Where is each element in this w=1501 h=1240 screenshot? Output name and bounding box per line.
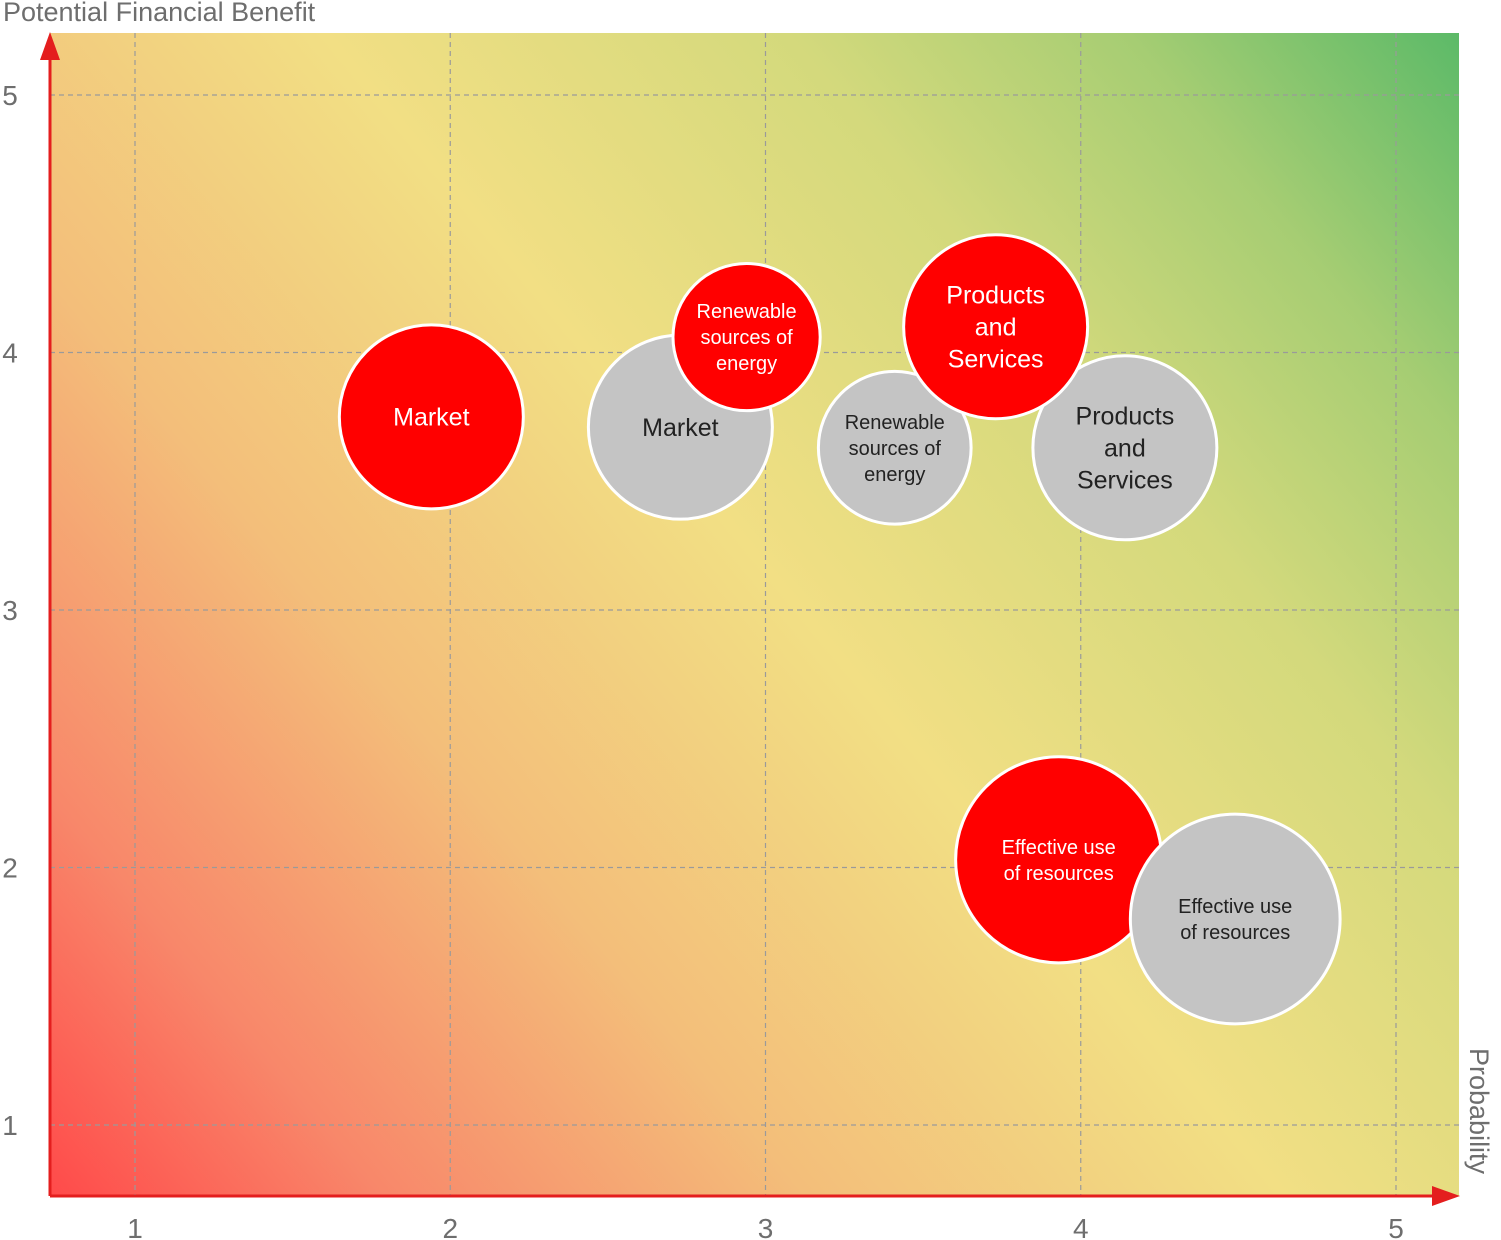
- bubble-red-market: Market: [337, 323, 525, 511]
- bubble-circle: [816, 369, 973, 526]
- x-tick-label: 5: [1388, 1213, 1404, 1240]
- y-tick-label: 4: [2, 338, 18, 369]
- x-axis-title: Probability: [1464, 1048, 1494, 1175]
- bubble-label: energy: [716, 353, 777, 375]
- bubble-circle: [902, 233, 1090, 421]
- bubble-gray-effective-use-of-resources: Effective use of resources: [1128, 812, 1342, 1026]
- bubble-label: energy: [864, 464, 925, 486]
- bubble-label: Products: [946, 282, 1045, 310]
- bubble-gray-renewable-sources-of-energy: Renewable sources of energy: [816, 369, 973, 526]
- bubble-label: Products: [1076, 403, 1175, 431]
- bubble-circle: [337, 323, 525, 511]
- bubble-red-renewable-sources-of-energy: Renewable sources of energy: [671, 261, 822, 413]
- bubble-red-products-and-services: Products and Services: [902, 233, 1090, 421]
- bubble-label: Market: [642, 414, 718, 442]
- bubble-label: sources of: [849, 438, 942, 460]
- bubble-label: of resources: [1180, 922, 1290, 944]
- y-tick-label: 5: [2, 80, 18, 111]
- bubble-label: Effective use: [1178, 896, 1292, 918]
- bubble-label: Effective use: [1002, 837, 1116, 859]
- x-tick-label: 1: [127, 1213, 143, 1240]
- bubble-circle: [1031, 354, 1219, 542]
- bubble-circle: [671, 261, 822, 413]
- x-tick-label: 4: [1073, 1213, 1089, 1240]
- axes: [40, 32, 1460, 1206]
- bubble-label: Renewable: [697, 301, 797, 323]
- y-axis-arrow: [40, 32, 60, 60]
- gridlines: [50, 33, 1459, 1196]
- bubble-label: and: [1104, 435, 1146, 463]
- x-tick-label: 2: [442, 1213, 458, 1240]
- x-tick-label: 3: [758, 1213, 774, 1240]
- bubble-label: and: [975, 314, 1017, 342]
- bubble-label: Market: [393, 404, 469, 432]
- x-axis-arrow: [1432, 1186, 1460, 1206]
- y-tick-label: 2: [2, 853, 18, 884]
- y-axis-title: Potential Financial Benefit: [3, 0, 316, 27]
- y-tick-label: 1: [2, 1110, 18, 1141]
- bubble-label: of resources: [1004, 863, 1114, 885]
- bubble-label: Services: [948, 346, 1044, 374]
- y-tick-label: 3: [2, 595, 18, 626]
- bubble-red-effective-use-of-resources: Effective use of resources: [954, 755, 1164, 965]
- bubble-circle: [1128, 812, 1342, 1026]
- bubble-label: Services: [1077, 467, 1173, 495]
- tick-labels: 1 2 3 4 5 1 2 3 4 5: [2, 80, 1404, 1240]
- bubble-label: Renewable: [845, 412, 945, 434]
- bubble-label: sources of: [700, 327, 793, 349]
- bubble-gray-products-and-services: Products and Services: [1031, 354, 1219, 542]
